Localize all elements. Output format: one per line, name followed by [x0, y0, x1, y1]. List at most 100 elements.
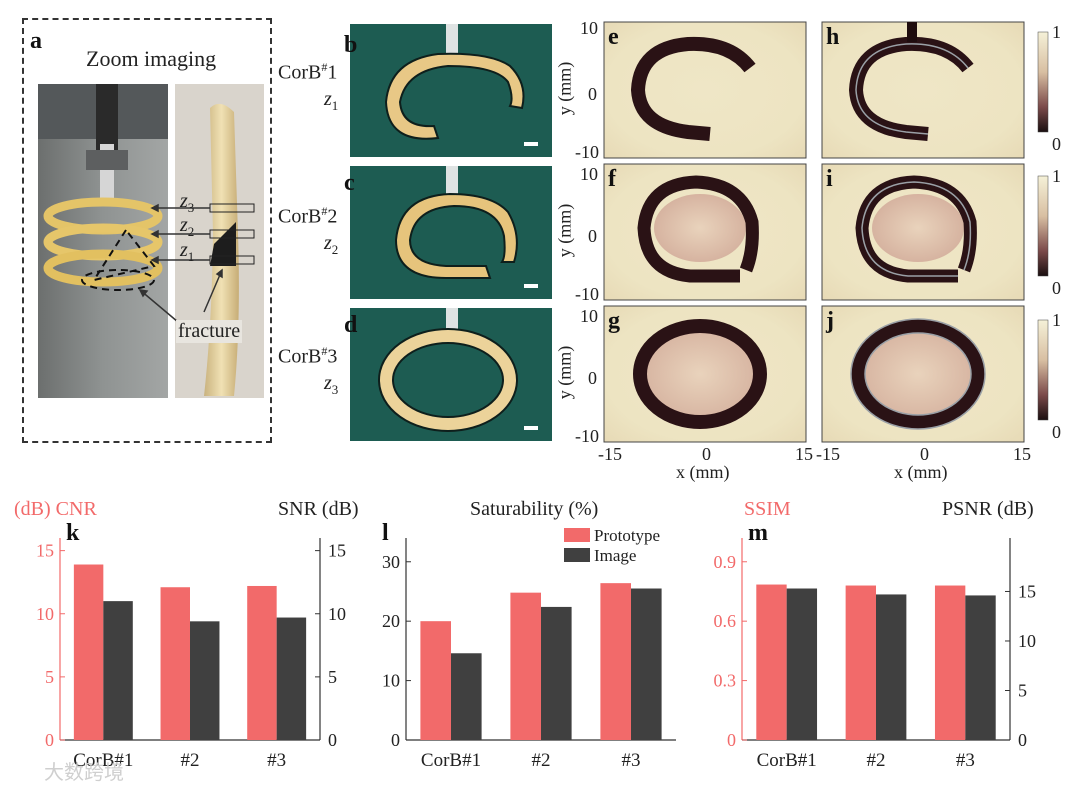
y-tick-label-left: 10: [36, 604, 54, 624]
y-tick-r3-mid: 0: [588, 368, 597, 388]
y-tick-label-left: 30: [382, 552, 400, 572]
bar-psnr: [876, 594, 907, 740]
chart-m-right-label: PSNR (dB): [942, 498, 1034, 520]
fracture-label: fracture: [176, 320, 243, 343]
x-tick-left-zero: 0: [702, 444, 711, 464]
image-g: [603, 305, 807, 443]
cbar2-bot: 0: [1052, 278, 1061, 298]
x-label-left: x (mm): [676, 462, 730, 482]
image-e: [603, 21, 807, 159]
y-label-r1: y (mm): [554, 61, 575, 116]
y-tick-r1-bot: -10: [575, 142, 599, 162]
image-f: [603, 163, 807, 301]
y-tick-label-right: 5: [1018, 680, 1027, 700]
image-h: [821, 21, 1025, 159]
y-tick-label-right: 0: [1018, 730, 1027, 750]
watermark: 大数跨境: [44, 760, 124, 784]
panel-a-title: Zoom imaging: [86, 46, 217, 71]
z2-photo-label: z2: [324, 232, 339, 257]
photo-d: [350, 308, 552, 441]
photo-column: CorB#1 z1 b CorB#2 z2 c CorB#3 z3 d: [276, 20, 556, 450]
y-label-r3: y (mm): [554, 345, 575, 400]
cbar3-top: 1: [1052, 310, 1061, 330]
legend-label-prototype: Prototype: [594, 526, 660, 545]
bar-snr: [190, 621, 220, 740]
legend-swatch-image: [564, 548, 590, 562]
cbar3-bot: 0: [1052, 422, 1061, 442]
y-tick-label-right: 0: [328, 730, 337, 750]
x-tick-label: CorB#1: [73, 750, 133, 771]
chart-m-left-label: SSIM: [744, 498, 791, 520]
x-tick-right-neg: -15: [816, 444, 840, 464]
bar-image: [631, 588, 662, 740]
bar-cnr: [73, 564, 104, 740]
y-tick-label-left: 0: [391, 730, 400, 750]
image-j: [821, 305, 1025, 443]
z1-photo-label: z1: [324, 88, 339, 113]
x-tick-label: CorB#1: [757, 750, 817, 771]
x-tick-label: #2: [181, 750, 200, 771]
bar-ssim: [934, 585, 966, 740]
chart-k: 0 5 10 15 0 5 10 15 CorB#1 #2 #3: [36, 538, 346, 771]
cbar1-bot: 0: [1052, 134, 1061, 154]
y-tick-label-left: 10: [382, 671, 400, 691]
bar-prototype: [510, 592, 541, 740]
y-tick-label-left: 5: [45, 667, 54, 687]
x-tick-label: CorB#1: [421, 750, 481, 771]
x-tick-right-zero: 0: [920, 444, 929, 464]
legend-swatch-prototype: [564, 528, 590, 542]
z1-label: z1: [180, 239, 195, 264]
image-grid: [603, 21, 1049, 443]
x-tick-label: #3: [267, 750, 286, 771]
x-tick-label: #3: [956, 750, 975, 771]
bar-image: [451, 653, 482, 740]
bar-psnr: [786, 588, 818, 740]
panel-a-label: a: [30, 28, 42, 54]
bar-cnr: [247, 585, 277, 740]
panel-a-photo: [38, 84, 264, 398]
bar-psnr: [965, 595, 996, 740]
y-tick-label-right: 15: [1018, 581, 1036, 601]
panel-a-frame: [22, 18, 272, 443]
image-i-label: i: [826, 166, 833, 192]
cbar2-top: 1: [1052, 166, 1061, 186]
y-tick-label-left: 20: [382, 611, 400, 631]
z3-label: z3: [180, 190, 195, 215]
photo-b-label: b: [344, 32, 358, 58]
y-tick-r3-top: 10: [580, 306, 598, 326]
y-tick-label-right: 5: [328, 667, 337, 687]
y-label-r2: y (mm): [554, 203, 575, 258]
x-tick-right-pos: 15: [1013, 444, 1031, 464]
z3-photo-label: z3: [324, 372, 339, 397]
z2-label: z2: [180, 214, 195, 239]
colorbar-2: [1037, 175, 1049, 277]
chart-m: 0 0.3 0.6 0.9 0 5 10 15 CorB#1 #2 #3: [714, 538, 1036, 771]
image-g-label: g: [608, 308, 620, 334]
y-tick-label-right: 10: [1018, 631, 1036, 651]
y-tick-label-left: 0.9: [714, 552, 737, 572]
y-tick-r2-bot: -10: [575, 284, 599, 304]
bar-ssim: [845, 585, 876, 740]
chart-k-left-label: (dB) CNR: [14, 498, 97, 520]
chart-k-right-label: SNR (dB): [278, 498, 359, 520]
y-tick-r1-mid: 0: [588, 84, 597, 104]
bar-prototype: [600, 583, 631, 740]
x-tick-left-neg: -15: [598, 444, 622, 464]
y-tick-label-left: 0.3: [714, 671, 737, 691]
photo-c-label: c: [344, 170, 355, 196]
y-tick-r2-mid: 0: [588, 226, 597, 246]
chart-k-panel-label: k: [66, 520, 80, 546]
image-f-label: f: [608, 166, 616, 192]
colorbar-3: [1037, 319, 1049, 421]
cbar1-top: 1: [1052, 22, 1061, 42]
x-tick-label: #3: [622, 750, 641, 771]
photo-d-label: d: [344, 312, 358, 338]
corb3-label: CorB#3: [278, 344, 338, 368]
y-tick-label-left: 15: [36, 541, 54, 561]
y-tick-label-left: 0: [45, 730, 54, 750]
bar-charts: 0 5 10 15 0 5 10 15 CorB#1 #2 #3 0 10 20 30 CorB#1 #2 #3…: [36, 526, 1036, 771]
bar-ssim: [756, 584, 787, 740]
photo-b: [350, 24, 552, 157]
x-label-right: x (mm): [894, 462, 948, 482]
